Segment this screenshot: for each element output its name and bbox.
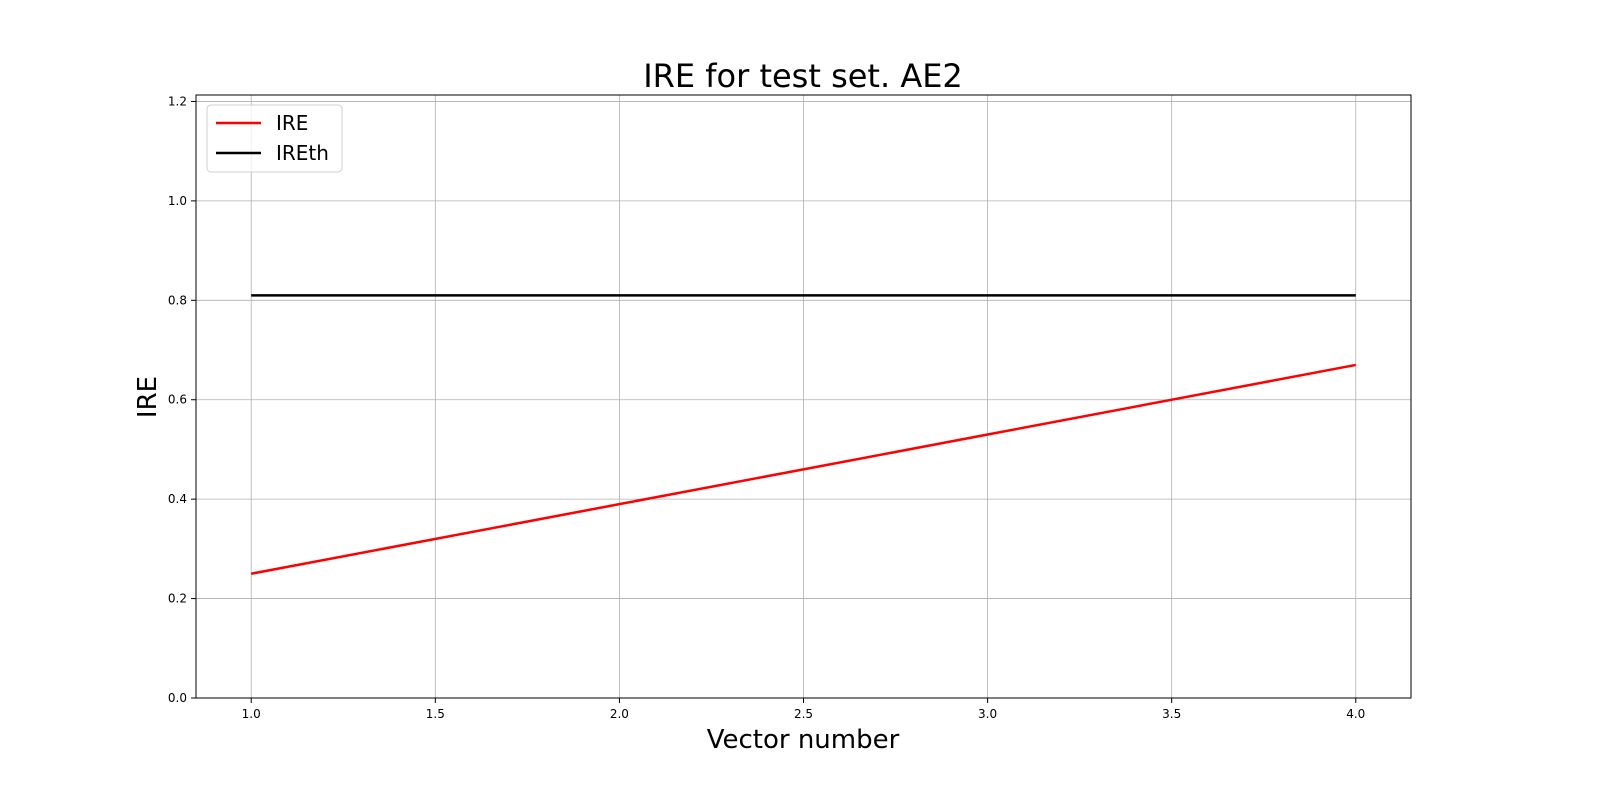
y-tick-label: 0.2 [168, 592, 187, 606]
x-tick-label: 1.0 [242, 707, 261, 721]
y-tick-label: 0.0 [168, 691, 187, 705]
x-tick-label: 3.5 [1162, 707, 1181, 721]
x-tick-label: 1.5 [426, 707, 445, 721]
x-tick-label: 4.0 [1346, 707, 1365, 721]
legend: IRE IREth [206, 104, 343, 173]
x-axis-ticks: 1.0 1.5 2.0 2.5 3.0 3.5 4.0 [242, 698, 1365, 721]
y-tick-label: 1.0 [168, 194, 187, 208]
x-tick-label: 2.0 [610, 707, 629, 721]
y-tick-label: 0.4 [168, 492, 187, 506]
y-axis-label: IRE [133, 376, 163, 418]
legend-label-ire: IRE [276, 111, 308, 135]
x-axis-label: Vector number [707, 725, 900, 755]
y-tick-label: 0.8 [168, 293, 187, 307]
y-axis-ticks: 0.0 0.2 0.4 0.6 0.8 1.0 1.2 [168, 94, 196, 705]
y-tick-label: 1.2 [168, 94, 187, 108]
grid [196, 95, 1411, 699]
y-tick-label: 0.6 [168, 393, 187, 407]
legend-label-ireth: IREth [276, 141, 329, 165]
chart-title: IRE for test set. AE2 [643, 57, 963, 95]
series-line-ire [250, 363, 1357, 575]
x-tick-label: 2.5 [794, 707, 813, 721]
x-tick-label: 3.0 [978, 707, 997, 721]
series-lines [250, 294, 1357, 575]
